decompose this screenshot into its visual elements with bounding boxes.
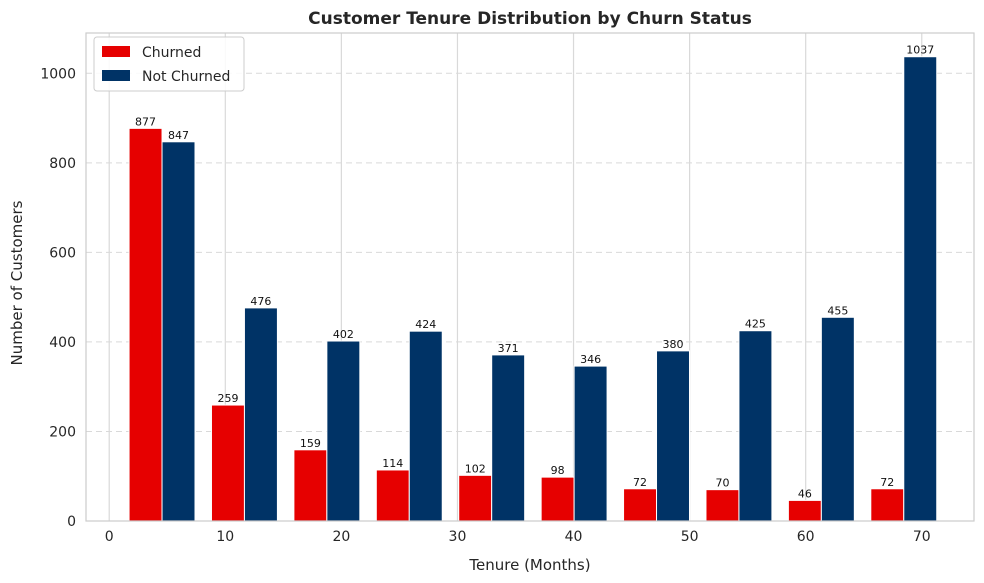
data-label-not-churned: 380: [663, 338, 684, 351]
data-label-churned: 46: [798, 487, 812, 500]
y-tick-label: 200: [49, 424, 76, 440]
bar-churned: [540, 476, 575, 522]
data-label-not-churned: 346: [580, 353, 601, 366]
data-label-churned: 159: [300, 437, 321, 450]
x-tick-label: 40: [565, 529, 583, 545]
legend-label-churned: Churned: [142, 45, 201, 61]
data-label-not-churned: 476: [250, 295, 271, 308]
bar-churned: [623, 488, 658, 522]
x-tick-label: 30: [449, 529, 467, 545]
plot-frame: [85, 32, 975, 522]
x-tick-label: 50: [681, 529, 699, 545]
data-label-churned: 98: [551, 464, 565, 477]
data-label-not-churned: 424: [415, 318, 436, 331]
bar-churned: [458, 474, 493, 522]
chart-title: Customer Tenure Distribution by Churn St…: [308, 9, 752, 29]
bar-churned: [787, 499, 822, 522]
y-tick-label: 0: [67, 514, 76, 530]
data-label-churned: 70: [715, 477, 729, 490]
bar-not-churned: [408, 330, 443, 522]
data-label-not-churned: 455: [827, 304, 848, 317]
y-tick-label: 1000: [40, 66, 76, 82]
x-axis-label: Tenure (Months): [468, 556, 590, 574]
legend-swatch-not-churned: [102, 70, 130, 81]
bar-churned: [705, 489, 740, 522]
y-axis-ticks: 0 200 400 600 800 1000: [40, 66, 76, 530]
bar-churned: [375, 469, 410, 522]
legend-box: [93, 36, 245, 92]
bar-not-churned: [573, 365, 608, 522]
legend-swatch-churned: [102, 46, 130, 57]
bar-not-churned: [738, 330, 773, 522]
y-axis-label: Number of Customers: [8, 200, 26, 365]
x-tick-label: 20: [332, 529, 350, 545]
x-tick-label: 70: [913, 529, 931, 545]
y-tick-label: 400: [49, 335, 76, 351]
y-tick-label: 600: [49, 245, 76, 261]
x-tick-label: 10: [216, 529, 234, 545]
data-label-churned: 72: [880, 476, 894, 489]
data-label-not-churned: 425: [745, 318, 766, 331]
bar-churned: [128, 127, 163, 522]
legend: Churned Not Churned: [93, 36, 245, 92]
data-label-churned: 259: [217, 392, 238, 405]
bars: [128, 56, 938, 522]
x-tick-label: 0: [105, 529, 114, 545]
bar-not-churned: [903, 56, 938, 522]
y-tick-label: 800: [49, 156, 76, 172]
data-label-not-churned: 847: [168, 129, 189, 142]
data-label-churned: 102: [465, 462, 486, 475]
data-label-not-churned: 402: [333, 328, 354, 341]
data-label-churned: 72: [633, 476, 647, 489]
bar-not-churned: [243, 307, 278, 522]
bar-churned: [210, 404, 245, 522]
legend-label-not-churned: Not Churned: [142, 69, 230, 85]
bar-not-churned: [656, 350, 690, 522]
bar-not-churned: [820, 316, 855, 522]
bar-churned: [870, 488, 905, 522]
data-label-not-churned: 1037: [906, 44, 934, 57]
bar-churned: [293, 449, 328, 522]
bar-not-churned: [326, 340, 361, 522]
data-label-churned: 114: [382, 457, 403, 470]
bar-not-churned: [161, 141, 196, 522]
bar-not-churned: [491, 354, 526, 522]
data-label-churned: 877: [135, 115, 156, 128]
data-label-not-churned: 371: [498, 342, 519, 355]
data-labels: 877 847 259 476 159 402 114 424 102 371 98 346 72 380…: [135, 44, 934, 501]
x-axis-ticks: 0 10 20 30 40 50 60 70: [105, 529, 931, 545]
x-tick-label: 60: [797, 529, 815, 545]
